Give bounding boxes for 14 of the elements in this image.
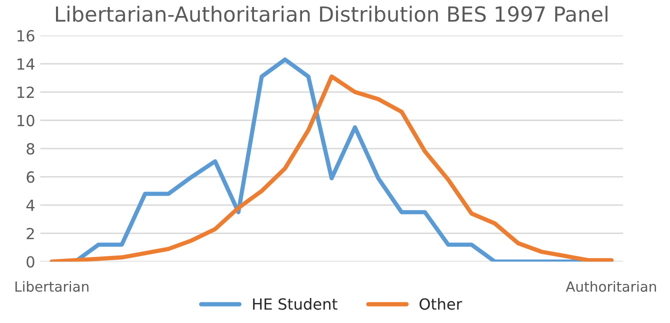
y-tick-label: 8 [26,143,34,155]
x-tick-label: Authoritarian [566,281,656,292]
y-tick-label: 2 [26,228,34,240]
x-tick-label: Libertarian [15,281,88,292]
y-tick-label: 0 [26,256,34,268]
y-tick-label: 6 [26,171,34,183]
y-tick-label: 4 [26,200,34,211]
y-tick-label: 14 [18,58,34,70]
y-tick-label: 10 [18,114,34,126]
chart-title: Libertarian-Authoritarian Distribution BES 1997 Panel [56,6,608,22]
legend-label: Other [420,298,462,310]
y-tick-label: 12 [18,86,34,98]
y-tick-label: 16 [18,30,34,42]
legend-label: HE Student [253,298,338,310]
